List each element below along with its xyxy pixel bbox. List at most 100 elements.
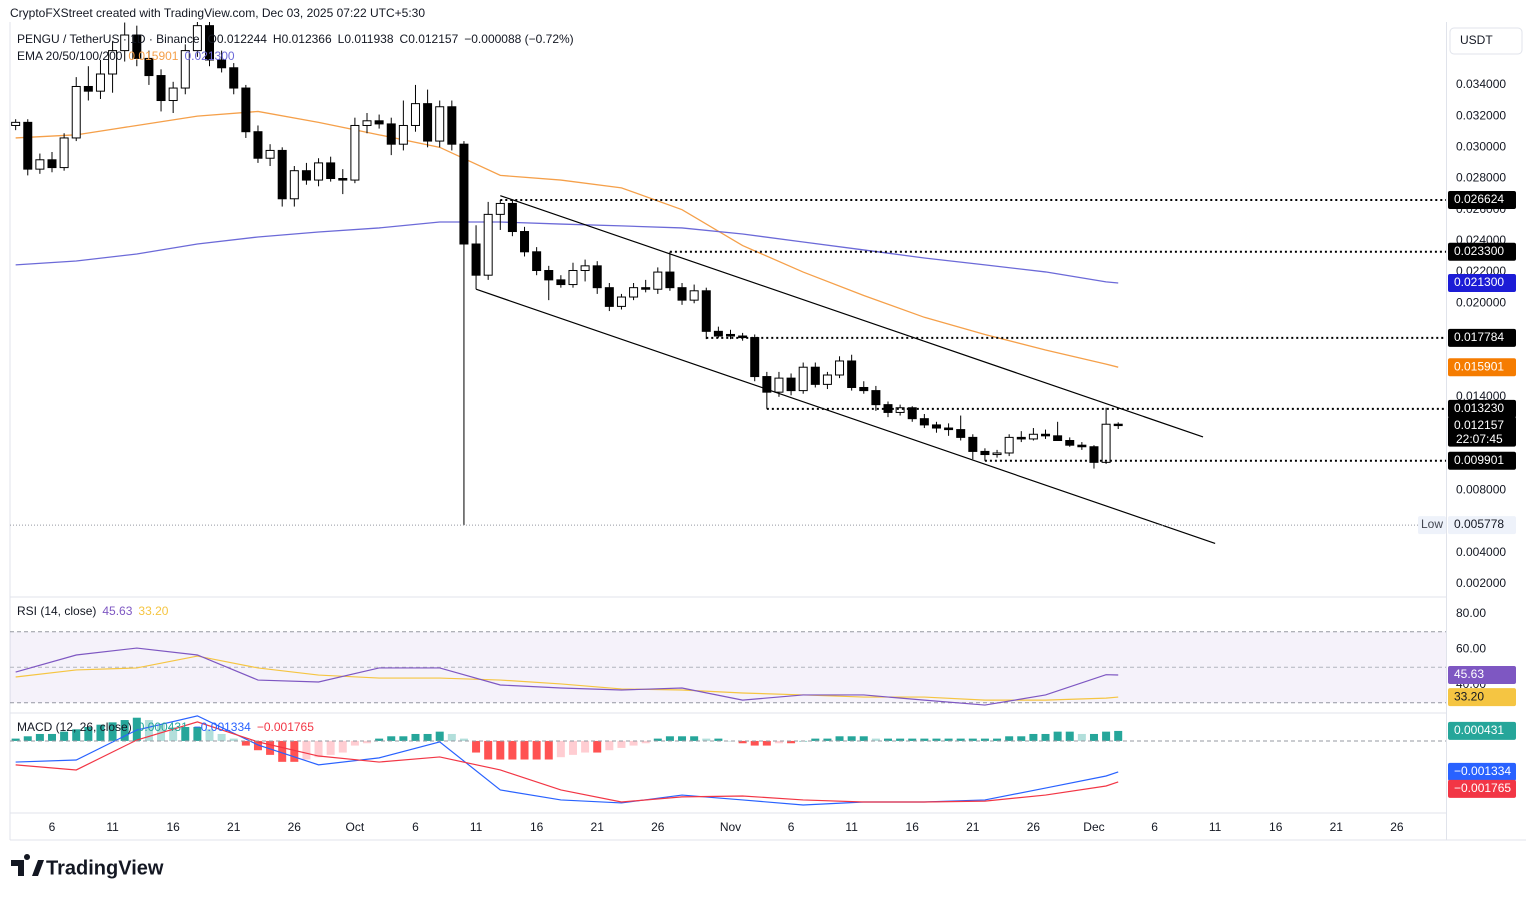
candle-body — [23, 121, 33, 170]
macd-histogram-bar — [750, 740, 759, 746]
macd-histogram-bar — [411, 733, 420, 741]
macd-histogram-bar — [532, 740, 541, 760]
overlay: 0.0340000.0320000.0300000.0280000.026000… — [10, 32, 1516, 834]
macd-histogram-bar — [993, 738, 1002, 741]
low-badge: 0.005778 — [1454, 517, 1504, 531]
y-tick-label: 0.020000 — [1456, 295, 1506, 309]
rsi-tick-label: 60.00 — [1456, 642, 1486, 656]
candle-body — [750, 337, 760, 378]
macd-histogram-bar — [35, 733, 44, 741]
macd-histogram-bar — [472, 740, 481, 753]
candle-body — [1113, 423, 1123, 427]
candle-body — [108, 50, 118, 75]
candle-body — [931, 424, 941, 429]
candle-body — [507, 202, 517, 233]
macd-histogram-bar — [290, 740, 299, 762]
candle-body — [314, 162, 324, 181]
rsi-line — [15, 655, 1119, 701]
candle-body — [253, 131, 263, 159]
y-tick-label: 0.008000 — [1456, 483, 1506, 497]
rsi-badge-bg — [1448, 688, 1516, 707]
macd-histogram-bar — [496, 740, 505, 760]
macd-histogram-bar — [447, 733, 456, 741]
candle-body — [289, 170, 299, 200]
level-badge: 0.026624 — [1454, 192, 1504, 206]
candle-body — [423, 103, 433, 142]
macd-legend: MACD (12, 26, close) 0.000431 −0.001334 −0.… — [17, 720, 314, 734]
candle-body — [338, 177, 348, 181]
candle-body — [968, 436, 978, 452]
candle-body — [1004, 436, 1014, 454]
candle-body — [229, 67, 239, 89]
rsi-value: 45.63 — [102, 604, 132, 618]
macd-histogram-bar — [908, 738, 917, 741]
ema-label: EMA 20/50/100/200 — [17, 49, 123, 63]
candle-body — [192, 25, 202, 52]
macd-histogram-bar — [932, 738, 941, 741]
candle-body — [871, 390, 881, 406]
price-badge-bg — [1448, 416, 1516, 447]
x-tick-label: 11 — [1209, 820, 1222, 834]
macd-histogram-bar — [1041, 733, 1050, 741]
level-badge: 0.009901 — [1454, 453, 1504, 467]
candle-body — [241, 87, 251, 133]
macd-histogram-bar — [350, 740, 359, 746]
candle-body — [835, 360, 845, 376]
ohlc-letter: O — [208, 32, 217, 46]
macd-histogram-bar — [399, 736, 408, 741]
low-tag: Low — [1421, 517, 1443, 531]
y-tick-label: 0.004000 — [1456, 545, 1506, 559]
level-badge-bg — [1448, 328, 1516, 347]
macd-label: MACD (12, 26, close) — [17, 720, 132, 734]
main-pane — [11, 22, 1216, 545]
candle-body — [641, 287, 651, 290]
macd-badge: −0.001765 — [1454, 781, 1511, 795]
candle-body — [95, 73, 105, 92]
candle-body — [774, 377, 784, 393]
candle-body — [1089, 446, 1099, 463]
macd-histogram-bar — [169, 727, 178, 741]
x-tick-label: 16 — [1269, 820, 1283, 834]
candle-body — [1028, 433, 1038, 440]
candle-body — [592, 265, 602, 289]
macd-histogram-bar — [581, 740, 590, 753]
candle-body — [822, 374, 832, 385]
candle-body — [520, 231, 530, 253]
macd-histogram-bar — [629, 740, 638, 746]
candle-body — [1041, 433, 1051, 437]
macd-histogram-bar — [84, 727, 93, 741]
low-badge-bg — [1448, 516, 1516, 535]
x-tick-label: 21 — [591, 820, 605, 834]
macd-histogram-bar — [847, 736, 856, 741]
y-tick-label: 0.014000 — [1456, 389, 1506, 403]
x-tick-label: 11 — [845, 820, 858, 834]
macd-histogram-bar — [690, 736, 699, 741]
macd-histogram-bar — [508, 740, 517, 760]
rsi-badge: 33.20 — [1454, 689, 1484, 703]
x-tick-label: 16 — [906, 820, 920, 834]
macd-badge-bg — [1448, 779, 1516, 798]
y-tick-label: 0.028000 — [1456, 171, 1506, 185]
currency-box[interactable] — [1449, 27, 1523, 55]
ema-value: 0.015901 — [128, 49, 178, 63]
candle-body — [568, 270, 578, 286]
macd-histogram-bar — [1089, 733, 1098, 741]
macd-histogram-bar — [193, 727, 202, 741]
x-tick-label: 6 — [49, 820, 56, 834]
candle-body — [859, 386, 869, 392]
macd-histogram-bar — [253, 740, 262, 751]
candle-body — [1077, 444, 1087, 448]
candle-body — [556, 279, 566, 286]
x-tick-label: 16 — [166, 820, 180, 834]
macd-histogram-bar — [871, 738, 880, 741]
candle-body — [144, 57, 154, 77]
symbol: PENGU / TetherUS · 1D · Binance — [17, 32, 200, 46]
ema-legend: EMA 20/50/100/200 0.015901 0.021300 — [17, 49, 235, 63]
candle-body — [326, 162, 336, 179]
macd-histogram-bar — [956, 738, 965, 741]
candle-body — [156, 75, 166, 102]
macd-histogram-bar — [968, 738, 977, 741]
candle-body — [677, 287, 687, 301]
candle-body — [544, 270, 554, 281]
candle-body — [653, 271, 663, 290]
